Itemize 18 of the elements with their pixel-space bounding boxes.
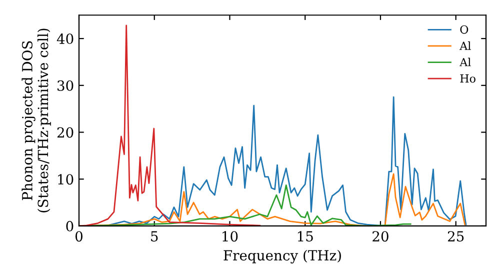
legend-label: Al bbox=[460, 41, 471, 50]
line-series bbox=[79, 24, 261, 226]
x-tick-label: 25 bbox=[448, 231, 464, 242]
y-tick-label: 40 bbox=[56, 34, 74, 44]
x-axis-title: Frequency (THz) bbox=[224, 250, 341, 264]
x-tick-label: 20 bbox=[372, 231, 388, 242]
x-tick-label: 15 bbox=[298, 231, 313, 242]
x-tick-label: 0 bbox=[75, 231, 82, 242]
legend-label: Ho bbox=[460, 74, 476, 83]
y-tick-label: 0 bbox=[66, 220, 74, 232]
y-tick-label: 10 bbox=[58, 174, 74, 185]
y-axis-title: Phonon projected DOS (States/THz·primitive cell) bbox=[22, 28, 51, 212]
y-tick-label: 20 bbox=[57, 127, 74, 138]
legend-label: Al bbox=[460, 58, 471, 66]
x-tick-label: 10 bbox=[222, 231, 238, 242]
x-tick-label: 5 bbox=[151, 231, 158, 242]
legend-label: O bbox=[460, 25, 468, 34]
y-tick-label: 30 bbox=[58, 80, 74, 91]
